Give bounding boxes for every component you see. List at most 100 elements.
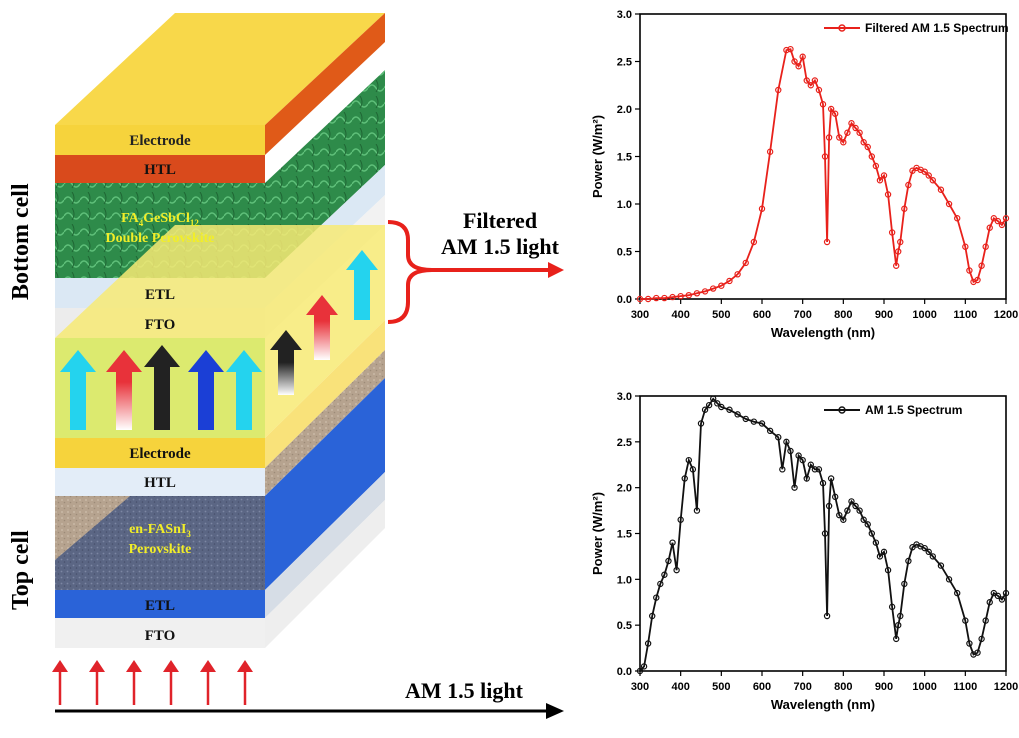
data-point — [791, 484, 798, 491]
data-point — [726, 277, 733, 285]
top-electrode-label: Electrode — [129, 446, 191, 462]
data-point — [766, 148, 774, 155]
data-point — [693, 507, 701, 514]
data-point — [734, 271, 741, 278]
data-point — [825, 134, 833, 141]
data-point — [856, 129, 863, 136]
data-point — [880, 172, 888, 179]
data-point — [734, 411, 741, 418]
top-htl-side — [265, 350, 385, 496]
x-tick-label: 600 — [753, 681, 771, 693]
incoming-light-arrows — [52, 660, 253, 705]
data-point — [864, 521, 871, 528]
data-point — [831, 110, 839, 117]
filtered-light-line1: Filtered — [462, 208, 538, 233]
y-tick-label: 2.5 — [617, 437, 632, 449]
data-point — [693, 290, 701, 297]
am15-spectrum-chart: 300 400 500 600 700 800 900 1000 1100 1200 0.0 0.5 1… — [590, 391, 1018, 712]
data-point — [921, 168, 928, 175]
data-point — [905, 557, 912, 565]
data-point — [888, 229, 896, 236]
x-tick-label: 800 — [834, 309, 852, 321]
up-arrow-icon — [237, 660, 253, 672]
legend-marker — [838, 24, 846, 32]
arrow-cyan-icon — [226, 350, 262, 430]
data-point — [872, 162, 880, 170]
data-point — [895, 248, 902, 255]
x-tick-label: 1000 — [912, 681, 936, 693]
x-axis-label: Wavelength (nm) — [771, 325, 875, 340]
data-point — [994, 592, 1002, 600]
data-point — [868, 530, 875, 537]
data-point — [897, 238, 904, 246]
data-point — [644, 640, 652, 647]
data-point — [636, 295, 644, 303]
top-fto-side — [265, 500, 385, 648]
data-point — [779, 466, 786, 473]
up-arrow-icon — [163, 660, 179, 672]
filtered-spectrum-chart: 300 400 500 600 700 800 900 1000 1100 1200 0.0 0.5 1… — [590, 9, 1018, 340]
data-point — [990, 215, 997, 222]
data-point — [823, 612, 831, 620]
data-point — [825, 502, 833, 510]
data-point — [644, 295, 652, 303]
top-htl-front — [55, 468, 265, 496]
data-point — [998, 221, 1006, 229]
data-point — [807, 461, 814, 468]
data-point — [954, 215, 961, 222]
arrow-blue-icon — [188, 350, 224, 430]
am-light-label: AM 1.5 light — [405, 678, 523, 703]
filtered-light-label: Filtered AM 1.5 light — [420, 206, 580, 262]
y-tick-label: 3.0 — [617, 391, 632, 403]
data-point — [876, 177, 884, 184]
data-point — [1002, 589, 1010, 597]
data-point — [653, 294, 660, 302]
y-tick-label: 0.0 — [617, 294, 632, 306]
data-point — [966, 267, 973, 274]
data-point — [648, 612, 656, 620]
data-point — [803, 77, 810, 84]
data-point — [636, 667, 644, 675]
y-tick-label: 2.5 — [617, 57, 632, 69]
data-point — [821, 530, 829, 537]
data-point — [742, 259, 749, 267]
bottom-etl-label: ETL — [145, 287, 175, 303]
data-point — [815, 86, 823, 94]
data-point — [787, 447, 794, 455]
data-point — [937, 186, 945, 193]
data-point — [856, 507, 863, 514]
x-tick-label: 1000 — [912, 309, 936, 321]
up-arrow-icon — [52, 660, 68, 672]
data-point — [673, 566, 680, 574]
arrow-red-icon — [306, 295, 338, 360]
data-point — [669, 539, 676, 546]
data-point — [925, 172, 932, 179]
data-point — [726, 406, 733, 413]
arrow-cyan-icon — [346, 250, 378, 320]
data-point — [884, 566, 892, 574]
data-point — [718, 403, 725, 411]
data-point — [893, 635, 900, 643]
x-tick-label: 500 — [712, 681, 730, 693]
bottom-absorber-label-2: Double Perovskite — [105, 231, 214, 246]
x-axis-label: Wavelength (nm) — [771, 697, 875, 712]
top-fto-front — [55, 618, 265, 648]
data-point — [807, 82, 814, 89]
filtered-arrowhead-icon — [548, 262, 564, 278]
data-point — [895, 621, 902, 629]
data-point — [860, 516, 867, 523]
top-etl-front — [55, 590, 265, 618]
y-tick-label: 1.5 — [617, 529, 632, 541]
data-point — [966, 640, 973, 647]
up-arrow-icon — [126, 660, 142, 672]
data-point — [827, 475, 835, 482]
data-point — [665, 557, 672, 565]
top-etl-label: ETL — [145, 598, 175, 614]
x-tick-label: 500 — [712, 309, 730, 321]
data-point — [669, 293, 676, 301]
data-point — [714, 400, 721, 407]
data-point — [1002, 215, 1010, 222]
data-point — [685, 292, 693, 299]
data-point — [848, 498, 855, 505]
x-tick-label: 1100 — [953, 309, 977, 321]
